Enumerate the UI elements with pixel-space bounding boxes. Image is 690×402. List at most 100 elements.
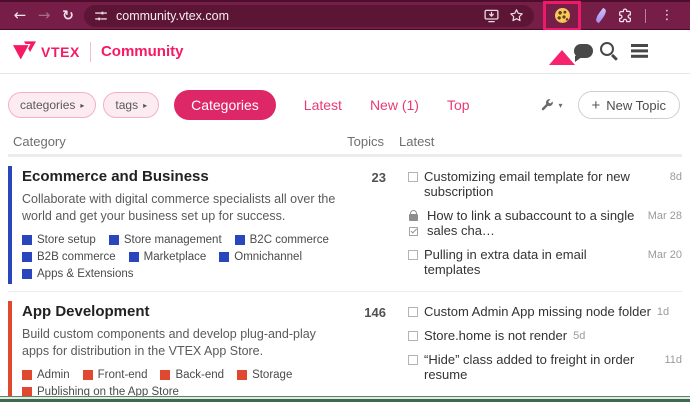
category-color-square [82, 369, 93, 380]
latest-topic[interactable]: Customizing email template for new subsc… [408, 169, 682, 199]
category-color-square [128, 251, 139, 262]
vtex-logo-icon[interactable] [12, 41, 36, 62]
category-color-square [22, 386, 32, 397]
table-row: App Development Build custom components … [8, 292, 682, 402]
search-icon[interactable] [600, 42, 614, 56]
category-color-square [219, 251, 230, 262]
latest-topic[interactable]: Pulling in extra data in email templates… [408, 247, 682, 277]
unsolved-checkbox-icon [408, 355, 418, 365]
subcategory-label: Store setup [37, 233, 96, 246]
subcategory-link[interactable]: Storage [237, 369, 292, 381]
latest-topic[interactable]: How to link a subaccount to a single sal… [408, 208, 682, 238]
subcategory-link[interactable]: Publishing on the App Store [22, 386, 179, 398]
vtex-brand-text[interactable]: VTEX [41, 43, 80, 60]
category-filter-label: categories [20, 98, 76, 112]
subcategory-list: Admin Front-end Back-end Storage Publish… [22, 369, 342, 398]
admin-wrench-dropdown[interactable]: ▾ [540, 98, 563, 112]
category-cell: Ecommerce and Business Collaborate with … [22, 168, 353, 286]
subcategory-label: Back-end [175, 368, 225, 381]
subcategory-label: Admin [37, 368, 70, 381]
back-button[interactable]: ← [13, 6, 27, 24]
lock-icon [409, 209, 418, 221]
site-header: VTEX Community [0, 30, 690, 74]
topic-age: Mar 28 [647, 210, 682, 222]
topic-title[interactable]: Custom Admin App missing node folder [424, 304, 651, 319]
tab-categories[interactable]: Categories [174, 90, 276, 120]
highlighted-extension-box [543, 0, 581, 31]
chevron-right-icon: ▸ [143, 100, 148, 110]
category-color-square [160, 369, 171, 380]
topic-title[interactable]: “Hide” class added to freight in order r… [424, 352, 635, 382]
chevron-down-icon: ▾ [558, 100, 563, 110]
install-app-icon[interactable] [484, 9, 499, 23]
subcategory-link[interactable]: Front-end [82, 369, 147, 381]
subcategory-link[interactable]: Marketplace [128, 251, 206, 263]
subcategory-link[interactable]: B2B commerce [22, 251, 116, 263]
topic-age: 5d [573, 330, 586, 342]
category-color-stripe [8, 166, 12, 284]
category-color-stripe [8, 301, 12, 396]
browser-menu-icon[interactable]: ⋮ [660, 8, 674, 23]
category-description: Collaborate with digital commerce specia… [22, 192, 336, 224]
latest-topic[interactable]: Store.home is not render 5d [408, 328, 682, 343]
category-color-square [108, 234, 119, 245]
toolbar-divider [645, 8, 646, 23]
category-color-square [22, 369, 32, 380]
category-link[interactable]: App Development [22, 303, 150, 320]
feather-extension-icon[interactable] [594, 7, 608, 24]
subcategory-link[interactable]: B2C commerce [234, 233, 329, 246]
topic-age: 1d [656, 306, 670, 318]
topic-status-icons [408, 208, 419, 236]
reload-button[interactable]: ↻ [62, 7, 74, 24]
tab-top[interactable]: Top [446, 97, 470, 113]
cookie-extension-icon[interactable] [554, 8, 570, 23]
unsolved-checkbox-icon [408, 172, 418, 182]
subcategory-link[interactable]: Apps & Extensions [22, 268, 134, 280]
subcategory-list: Store setup Store management B2C commerc… [22, 234, 342, 280]
chat-icon[interactable] [574, 44, 593, 62]
subcategory-label: B2C commerce [249, 233, 329, 246]
topic-count: 23 [371, 170, 386, 185]
latest-topic[interactable]: “Hide” class added to freight in order r… [408, 352, 682, 382]
browser-toolbar: ← → ↻ community.vtex.com [0, 0, 690, 31]
extensions-puzzle-icon[interactable] [617, 8, 633, 24]
unsolved-checkbox-icon [408, 307, 418, 317]
subcategory-link[interactable]: Store setup [22, 234, 96, 246]
topic-title[interactable]: Pulling in extra data in email templates [424, 247, 587, 277]
subcategory-link[interactable]: Admin [22, 369, 70, 381]
unsolved-checkbox-icon [408, 250, 418, 260]
site-info-icon[interactable] [94, 9, 108, 23]
subcategory-label: Store management [123, 233, 222, 246]
category-color-square [22, 268, 32, 279]
forward-button[interactable]: → [37, 6, 51, 24]
category-color-square [22, 234, 32, 245]
category-link[interactable]: Ecommerce and Business [22, 168, 209, 185]
topic-nav-bar: categories ▸ tags ▸ Categories Latest Ne… [0, 74, 690, 120]
window-bottom-edge [0, 396, 690, 402]
tab-new[interactable]: New (1) [369, 97, 419, 113]
subcategory-link[interactable]: Omnichannel [219, 251, 302, 263]
url-text[interactable]: community.vtex.com [116, 8, 229, 23]
topic-title[interactable]: Customizing email template for new subsc… [424, 169, 630, 199]
address-bar[interactable]: community.vtex.com [84, 4, 534, 27]
bookmark-star-icon[interactable] [509, 8, 524, 23]
category-table: Category Topics Latest Ecommerce and Bus… [8, 124, 682, 402]
subcategory-link[interactable]: Back-end [160, 369, 224, 381]
table-row: Ecommerce and Business Collaborate with … [8, 157, 682, 292]
table-header-row: Category Topics Latest [8, 124, 682, 157]
tab-latest[interactable]: Latest [303, 97, 342, 113]
topic-title[interactable]: How to link a subaccount to a single sal… [427, 208, 635, 238]
column-header-category: Category [13, 134, 66, 149]
category-filter-dropdown[interactable]: categories ▸ [8, 92, 97, 118]
tag-filter-dropdown[interactable]: tags ▸ [103, 92, 160, 118]
hamburger-menu-icon[interactable] [631, 44, 648, 47]
subcategory-label: Apps & Extensions [37, 267, 134, 280]
subcategory-link[interactable]: Store management [108, 233, 222, 246]
latest-topic[interactable]: Custom Admin App missing node folder 1d [408, 304, 682, 319]
new-topic-button[interactable]: + New Topic [577, 91, 680, 119]
latest-topics-cell: Custom Admin App missing node folder 1d … [408, 303, 682, 398]
chevron-right-icon: ▸ [80, 100, 85, 110]
site-title[interactable]: Community [100, 43, 184, 60]
subcategory-label: B2B commerce [37, 250, 116, 263]
topic-title[interactable]: Store.home is not render [424, 328, 568, 343]
